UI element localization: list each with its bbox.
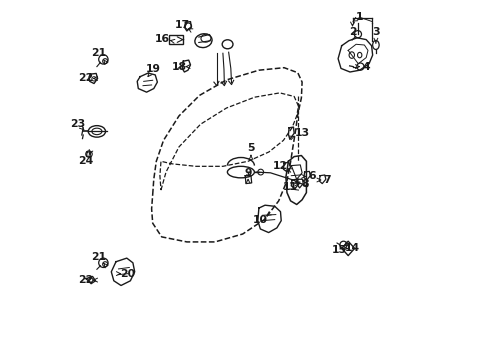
Text: 7: 7 — [323, 175, 330, 185]
Text: 17: 17 — [175, 20, 190, 30]
Text: 16: 16 — [155, 34, 170, 44]
Bar — [168, 35, 183, 44]
Text: 2: 2 — [348, 27, 356, 37]
Text: 5: 5 — [247, 143, 254, 153]
Text: 22: 22 — [78, 275, 93, 285]
Text: 19: 19 — [146, 64, 161, 74]
Text: 10: 10 — [253, 215, 267, 225]
Text: 9: 9 — [244, 168, 251, 178]
Text: 11: 11 — [283, 182, 298, 192]
Text: 15: 15 — [331, 245, 346, 255]
Text: 22: 22 — [78, 73, 94, 84]
Text: 18: 18 — [171, 62, 186, 72]
Text: 20: 20 — [120, 269, 135, 279]
Text: 23: 23 — [70, 119, 85, 129]
Text: 12: 12 — [272, 161, 287, 171]
Text: 21: 21 — [91, 252, 106, 262]
Text: 14: 14 — [344, 243, 359, 253]
Text: 3: 3 — [371, 27, 379, 37]
Text: 13: 13 — [294, 128, 309, 138]
Text: 4: 4 — [362, 62, 369, 72]
Text: 1: 1 — [355, 12, 363, 22]
Text: 21: 21 — [91, 48, 106, 58]
Text: 24: 24 — [78, 156, 94, 166]
Text: 8: 8 — [301, 179, 308, 189]
Text: 6: 6 — [308, 171, 315, 181]
